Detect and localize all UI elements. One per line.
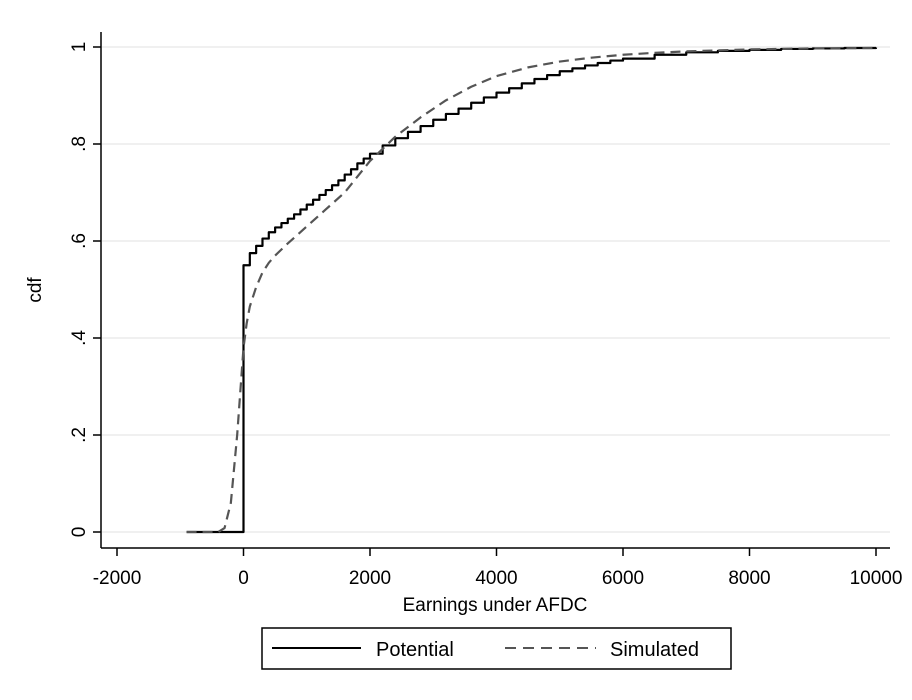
x-tick-label: 8000 — [728, 568, 770, 589]
series-line-simulated — [186, 46, 877, 534]
x-tick-label: 6000 — [602, 568, 644, 589]
legend: Potential Simulated — [261, 627, 732, 670]
x-tick-label: 2000 — [349, 568, 391, 589]
legend-label-simulated: Simulated — [610, 639, 699, 661]
y-axis: 0 .2 .4 .6 .8 1 — [69, 32, 102, 548]
y-tick-label: .2 — [69, 427, 90, 443]
x-axis-title: Earnings under AFDC — [403, 595, 588, 616]
series-lines — [186, 46, 878, 534]
grid-lines — [102, 46, 890, 533]
x-tick-label: 10000 — [850, 568, 903, 589]
x-tick-label: 4000 — [475, 568, 517, 589]
y-tick-label: .4 — [69, 330, 90, 346]
x-axis: -2000 0 2000 4000 6000 8000 10000 — [93, 547, 903, 589]
x-tick-label: -2000 — [93, 568, 142, 589]
y-tick-label: 1 — [69, 42, 90, 53]
y-tick-label: 0 — [69, 527, 90, 538]
y-tick-label: .8 — [69, 136, 90, 152]
series-line-potential — [186, 46, 878, 534]
x-tick-label: 0 — [238, 568, 249, 589]
y-axis-title: cdf — [25, 277, 46, 303]
y-tick-label: .6 — [69, 233, 90, 249]
legend-label-potential: Potential — [376, 639, 454, 661]
